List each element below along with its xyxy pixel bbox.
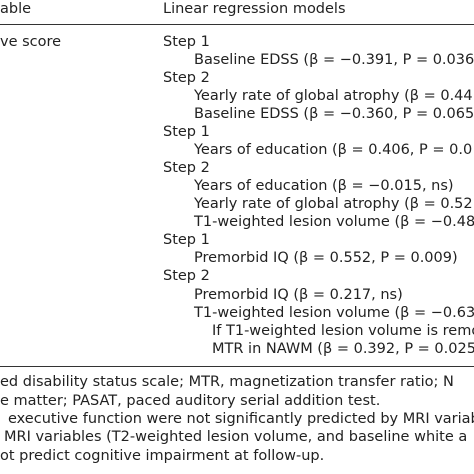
step-label: Step 2 bbox=[163, 160, 210, 176]
step-label: Step 1 bbox=[163, 34, 210, 50]
footnote: executive function were not significantl… bbox=[8, 411, 474, 427]
step-label: Step 1 bbox=[163, 232, 210, 248]
model-term: Premorbid IQ (β = 0.552, P = 0.009) bbox=[194, 250, 458, 266]
footnote: MRI variables (T2-weighted lesion volume… bbox=[4, 429, 468, 445]
footnote: ed disability status scale; MTR, magneti… bbox=[0, 374, 454, 390]
footnote: e matter; PASAT, paced auditory serial a… bbox=[0, 393, 381, 409]
model-term: Yearly rate of global atrophy (β = 0.44 bbox=[194, 88, 473, 104]
model-note: If T1-weighted lesion volume is remove bbox=[212, 323, 474, 339]
model-term: Yearly rate of global atrophy (β = 0.52 bbox=[194, 196, 473, 212]
variable-cell: ve score bbox=[0, 34, 62, 50]
model-term: Years of education (β = −0.015, ns) bbox=[194, 178, 454, 194]
header-rule bbox=[0, 24, 474, 25]
column-header: Linear regression models bbox=[163, 1, 346, 17]
model-term: Years of education (β = 0.406, P = 0.0 bbox=[194, 142, 473, 158]
model-term: T1-weighted lesion volume (β = −0.63 bbox=[194, 305, 474, 321]
step-label: Step 2 bbox=[163, 268, 210, 284]
step-label: Step 2 bbox=[163, 70, 210, 86]
model-term: MTR in NAWM (β = 0.392, P = 0.025) bbox=[212, 341, 474, 357]
footnote: ot predict cognitive impairment at follo… bbox=[0, 448, 325, 464]
model-term: Premorbid IQ (β = 0.217, ns) bbox=[194, 287, 403, 303]
step-label: Step 1 bbox=[163, 124, 210, 140]
table-bottom-rule bbox=[0, 366, 474, 367]
model-term: Baseline EDSS (β = −0.360, P = 0.065 bbox=[194, 106, 474, 122]
model-term: Baseline EDSS (β = −0.391, P = 0.036 bbox=[194, 52, 474, 68]
column-header: able bbox=[0, 1, 32, 17]
model-term: T1-weighted lesion volume (β = −0.48 bbox=[194, 214, 474, 230]
